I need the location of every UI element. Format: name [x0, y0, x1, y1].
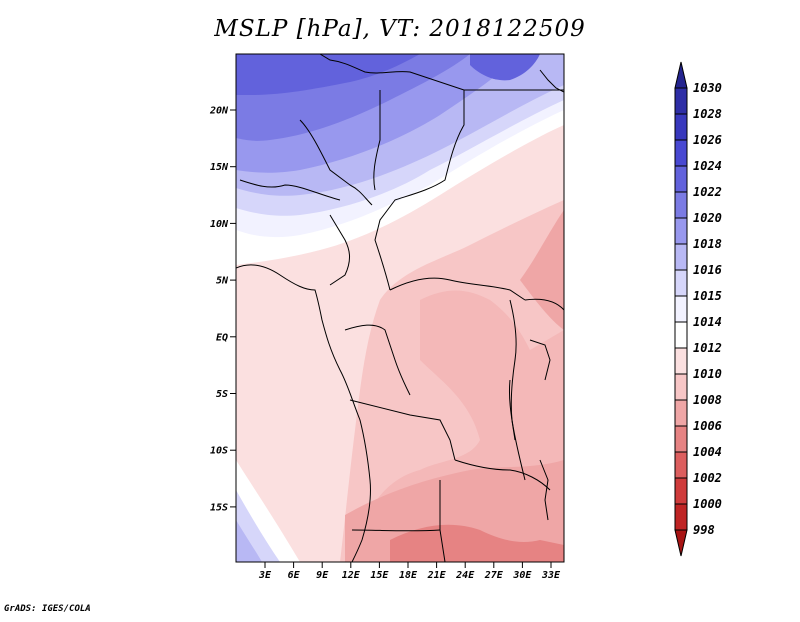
colorbar-label: 1018	[693, 237, 722, 251]
colorbar-box	[674, 451, 688, 479]
colorbar-box	[674, 165, 688, 193]
colorbar-top-triangle	[674, 61, 688, 89]
band-1022-1024	[236, 54, 420, 95]
border-sudan-chad	[374, 110, 465, 291]
lat-label: 15N	[210, 162, 229, 173]
colorbar-label: 1014	[693, 315, 722, 329]
colorbar-label: 1004	[693, 445, 722, 459]
lake-tanganyika	[509, 379, 516, 441]
colorbar-label: 1024	[693, 159, 722, 173]
border-niger	[373, 90, 381, 191]
colorbar-label: 1010	[693, 367, 722, 381]
colorbar-box	[674, 191, 688, 219]
colorbar-label: 1000	[693, 497, 722, 511]
lon-label: 24E	[455, 570, 475, 581]
west-coastline	[236, 264, 371, 562]
colorbar-label: 998	[693, 523, 715, 537]
colorbar-box	[674, 321, 688, 349]
colorbar-box	[674, 477, 688, 505]
lon-label: 3E	[258, 570, 272, 581]
colorbar-label: 1002	[693, 471, 722, 485]
border-uganda	[524, 298, 564, 311]
lake-victoria	[529, 339, 551, 381]
band-1004-1006	[390, 524, 564, 562]
lon-label: 21E	[427, 570, 447, 581]
lon-label: 6E	[288, 570, 301, 581]
colorbar-bottom-triangle	[674, 529, 688, 557]
border-car	[389, 277, 526, 301]
colorbar-label: 1006	[693, 419, 722, 433]
colorbar-label: 1026	[693, 133, 722, 147]
coast-red-sea	[539, 69, 564, 93]
lat-label: 10N	[210, 219, 229, 230]
lon-label: 27E	[484, 570, 504, 581]
lon-label: 18E	[399, 570, 418, 581]
longitude-axis: 3E 6E 9E 12E 15E 18E 21E 24E 27E 30E 33E	[258, 562, 561, 581]
coastlines-borders	[236, 54, 564, 562]
band-1022-east	[470, 54, 540, 81]
lat-label: 5S	[216, 389, 228, 400]
border-nigeria	[329, 214, 350, 286]
colorbar-label: 1012	[693, 341, 722, 355]
lat-label: EQ	[216, 332, 228, 343]
latitude-axis: 20N 15N 10N 5N EQ 5S 10S 15S	[209, 106, 236, 513]
lat-label: 20N	[209, 106, 229, 117]
lat-label: 15S	[210, 502, 228, 513]
colorbar-box	[674, 113, 688, 141]
border-congo	[344, 324, 411, 396]
lat-label: 10S	[210, 446, 228, 457]
colorbar-box	[674, 269, 688, 297]
border-mali	[299, 119, 373, 206]
border-east-drc	[509, 299, 526, 481]
border-zambia	[454, 459, 551, 491]
band-east-low	[520, 210, 564, 330]
border-sahel	[239, 179, 341, 201]
lon-label: 12E	[342, 570, 361, 581]
colorbar-box	[674, 425, 688, 453]
colorbar-label: 1028	[693, 107, 722, 121]
colorbar-label: 1022	[693, 185, 722, 199]
lon-label: 33E	[541, 570, 561, 581]
lon-label: 15E	[370, 570, 389, 581]
colorbar-label: 1008	[693, 393, 722, 407]
colorbar-label: 1020	[693, 211, 722, 225]
colorbar-box	[674, 347, 688, 375]
colorbar-box	[674, 243, 688, 271]
chart-title: MSLP [hPa], VT: 2018122509	[214, 16, 586, 42]
colorbar-label: 1016	[693, 263, 722, 277]
colorbar-box	[674, 217, 688, 245]
grads-credit: GrADS: IGES/COLA	[4, 604, 91, 614]
colorbar-box	[674, 87, 688, 115]
border-north	[319, 54, 465, 110]
colorbar-label: 1030	[693, 81, 722, 95]
band-sw-1018	[236, 520, 262, 562]
colorbar-box	[674, 399, 688, 427]
lon-label: 9E	[316, 570, 329, 581]
colorbar-box	[674, 139, 688, 167]
border-namibia-north	[351, 529, 441, 532]
lat-label: 5N	[216, 276, 229, 287]
colorbar-box	[674, 295, 688, 323]
colorbar-label: 1015	[693, 289, 722, 303]
lon-label: 30E	[512, 570, 532, 581]
lake-malawi	[539, 459, 549, 521]
colorbar-box	[674, 373, 688, 401]
colorbar-box	[674, 503, 688, 531]
pressure-field	[236, 54, 564, 562]
colorbar: 1030 1028 1026 1024 1022 1020 1018 1016 1015 1014…	[674, 61, 722, 557]
border-angola-drc	[349, 399, 456, 461]
plot-frame	[235, 53, 565, 563]
